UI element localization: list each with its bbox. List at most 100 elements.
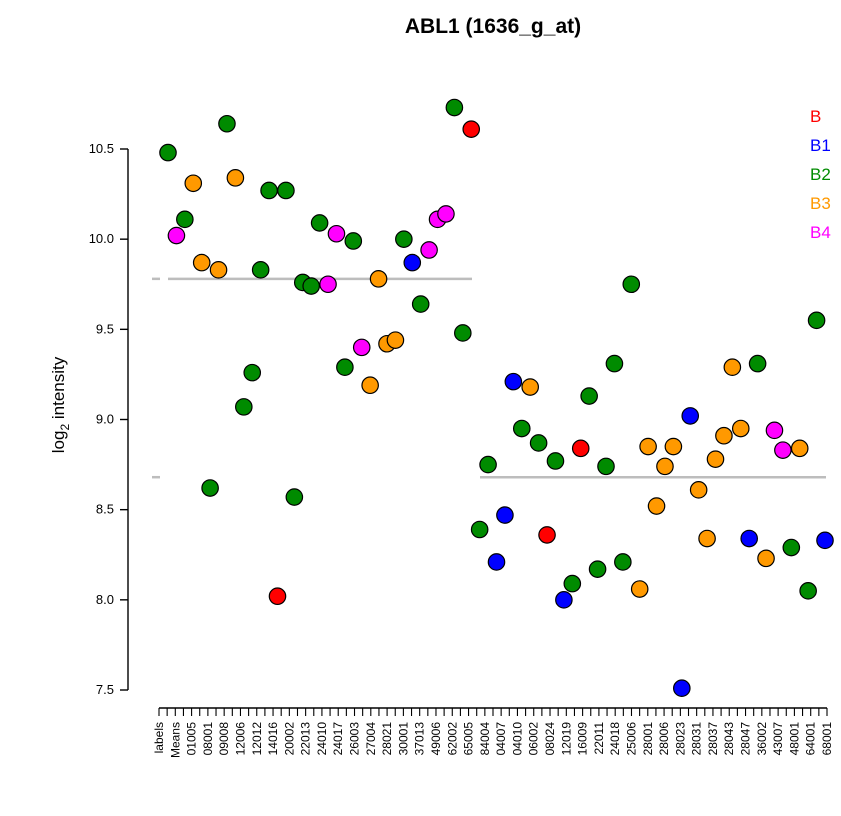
data-point [715,426,733,445]
data-point [235,398,253,416]
y-tick-label: 10.5 [89,141,114,156]
legend-entry: B1 [810,136,831,155]
data-point [361,376,379,395]
data-point [521,378,539,396]
x-tick-label: 08024 [543,722,557,756]
x-tick-label: 26003 [348,722,362,756]
data-point [580,387,598,405]
data-point [740,529,758,548]
y-axis-label-subscript: 2 [58,424,72,431]
data-point [344,232,363,250]
x-tick-label: 28043 [722,722,736,756]
legend-entry: B2 [810,165,831,184]
data-point [504,372,523,391]
y-axis-label: log2 intensity [49,356,72,453]
data-point [369,270,388,288]
data-point [546,452,565,470]
data-point [639,437,657,456]
x-tick-label: 49006 [429,722,443,756]
chart-title: ABL1 (1636_g_at) [405,15,581,38]
data-point [512,419,531,438]
y-tick-label: 9.0 [96,412,114,427]
data-point [319,275,337,294]
x-tick-label: 28001 [641,722,655,756]
x-tick-label: 68001 [820,722,834,756]
x-tick-label: 12006 [233,722,247,756]
x-tick-label: 36002 [755,722,769,756]
data-point [277,181,295,200]
x-tick-label: 84004 [478,722,492,756]
data-point [260,181,278,200]
data-point [807,311,826,330]
x-tick-label: 04010 [510,722,524,756]
x-tick-label: 12019 [559,722,573,756]
data-point [571,439,590,458]
data-point [529,434,548,452]
data-point [159,143,177,162]
x-tick-label: 62002 [445,722,459,756]
x-tick-label: 64001 [804,722,818,756]
x-tick-label: 24018 [608,722,622,756]
x-tick-label: 16009 [576,722,590,756]
y-axis: 7.5 8.0 8.5 9.0 9.5 10.0 10.5 [89,141,129,697]
data-point [176,210,194,229]
data-point [597,457,615,476]
data-point [192,253,211,272]
x-tick-label: 28037 [706,722,720,756]
x-tick-label: 28031 [690,722,704,756]
legend-entry: B4 [810,223,831,242]
data-point [336,358,354,377]
data-point [209,261,228,279]
legend-entry: B3 [810,194,831,213]
data-point [226,169,245,187]
data-point [470,520,489,539]
data-point [454,324,472,342]
data-point [268,587,287,606]
x-tick-label: 24017 [331,722,345,756]
x-tick-label: 22011 [592,722,606,755]
data-point [310,214,329,232]
y-tick-label: 8.0 [96,592,114,607]
data-point [790,439,809,458]
data-point [251,261,270,279]
data-point [689,481,708,499]
data-point [748,354,767,373]
data-point [167,226,186,245]
y-axis-label-main: log [49,431,68,454]
data-point [816,531,834,550]
data-point [605,354,624,373]
data-point [403,253,422,272]
data-point [698,529,716,548]
data-point [487,553,506,571]
data-point [664,437,683,456]
data-point [681,407,700,425]
x-tick-label: 27004 [364,722,378,756]
y-tick-label: 10.0 [89,231,114,246]
data-point [420,241,438,259]
x-tick-label: 37013 [413,722,427,756]
data-point [352,338,371,357]
data-point [218,114,236,133]
data-point [479,455,497,474]
data-point [799,582,817,600]
y-axis-label-rest: intensity [49,356,68,424]
data-point [782,538,801,557]
data-point [437,205,455,223]
data-point [386,331,405,349]
data-point [656,457,674,476]
x-tick-label: Means [168,722,182,758]
data-point [731,419,750,438]
x-tick-label: 06002 [527,722,541,756]
x-tick-label: 22013 [299,722,313,756]
x-tick-label: 48001 [787,722,801,756]
group-mean-lines [152,277,826,479]
y-tick-label: 8.5 [96,502,114,517]
data-points [159,98,834,697]
data-point [588,560,607,578]
x-tick-label: 28006 [657,722,671,756]
data-point [614,553,632,571]
x-tick-label: 08001 [201,722,215,756]
data-point [723,358,742,377]
x-tick-label: 14016 [266,722,280,756]
